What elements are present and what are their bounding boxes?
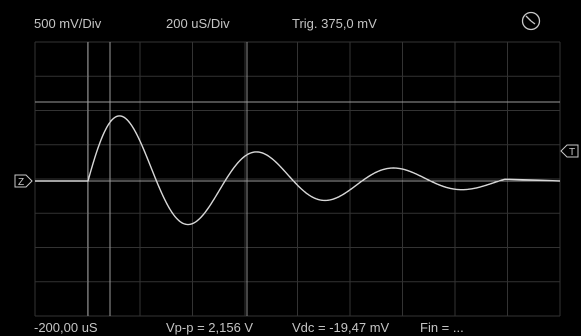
trigger-marker-icon[interactable]: T xyxy=(559,144,579,158)
time-per-div-readout[interactable]: 200 uS/Div xyxy=(166,16,230,31)
ground-marker-icon[interactable]: Z xyxy=(14,174,34,188)
frequency-readout: Fin = ... xyxy=(420,320,464,335)
clock-icon[interactable] xyxy=(520,10,542,32)
time-offset-readout[interactable]: -200,00 uS xyxy=(34,320,98,335)
trigger-readout[interactable]: Trig. 375,0 mV xyxy=(292,16,377,31)
graticule-grid xyxy=(34,41,561,317)
volts-per-div-readout[interactable]: 500 mV/Div xyxy=(34,16,102,31)
ground-marker-label: Z xyxy=(18,177,24,188)
bottom-status-bar: -200,00 uS Vp-p = 2,156 V Vdc = -19,47 m… xyxy=(0,318,581,336)
waveform-trace xyxy=(35,115,561,226)
trigger-marker-label: T xyxy=(569,147,575,158)
vdc-readout: Vdc = -19,47 mV xyxy=(292,320,390,335)
top-status-bar: 500 mV/Div 200 uS/Div Trig. 375,0 mV xyxy=(0,0,581,38)
vpp-readout: Vp-p = 2,156 V xyxy=(166,320,254,335)
